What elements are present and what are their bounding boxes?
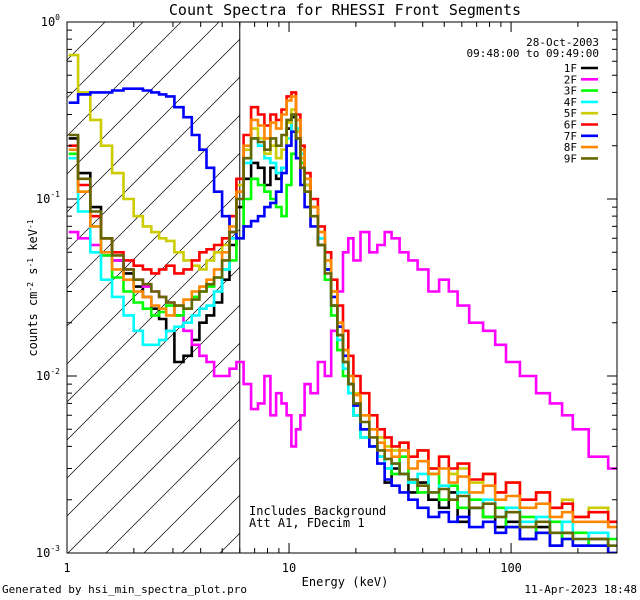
attenuator-hatched-region [67, 22, 241, 553]
series-1F [68, 115, 617, 553]
legend-label-3F: 3F [564, 85, 577, 98]
series-6F [68, 91, 617, 524]
legend-label-2F: 2F [564, 73, 577, 86]
legend-label-7F: 7F [564, 130, 577, 143]
legend-label-6F: 6F [564, 119, 577, 132]
y-tick-labels: 100 10-1 10-2 10-3 [36, 13, 60, 560]
legend-label-5F: 5F [564, 107, 577, 120]
generated-by-label: Generated by hsi_min_spectra_plot.pro [2, 583, 248, 596]
tick-marks [66, 21, 618, 554]
series-9F [68, 113, 617, 547]
plot-frame [66, 21, 618, 554]
series-layer [68, 53, 617, 553]
date-label: 28-Oct-2003 [526, 36, 599, 49]
annotation-attenuator: Att A1, FDecim 1 [249, 516, 365, 530]
y-tick-label: 10-1 [36, 190, 60, 206]
axis-ticks [66, 21, 618, 554]
series-5F [68, 53, 617, 524]
y-tick-label: 100 [41, 13, 60, 29]
y-tick-label: 10-3 [36, 544, 60, 560]
x-axis-label: Energy (keV) [302, 575, 389, 589]
x-tick-labels: 1 10 100 [63, 561, 522, 575]
chart-title: Count Spectra for RHESSI Front Segments [169, 1, 521, 19]
time-range-label: 09:48:00 to 09:49:00 [467, 47, 599, 60]
y-axis-label: counts cm-2 s-1 keV-1 [26, 219, 41, 356]
y-tick-label: 10-2 [36, 367, 60, 383]
x-tick-label: 1 [63, 561, 70, 575]
x-tick-label: 100 [500, 561, 522, 575]
annotation-background: Includes Background [249, 504, 386, 518]
legend-label-8F: 8F [564, 141, 577, 154]
series-7F [68, 87, 617, 553]
hatch-lines [67, 22, 241, 553]
legend-label-1F: 1F [564, 62, 577, 75]
legend-label-4F: 4F [564, 96, 577, 109]
timestamp-label: 11-Apr-2023 18:48 [524, 583, 637, 596]
series-3F [68, 130, 617, 547]
x-tick-label: 10 [282, 561, 296, 575]
legend-label-9F: 9F [564, 152, 577, 165]
